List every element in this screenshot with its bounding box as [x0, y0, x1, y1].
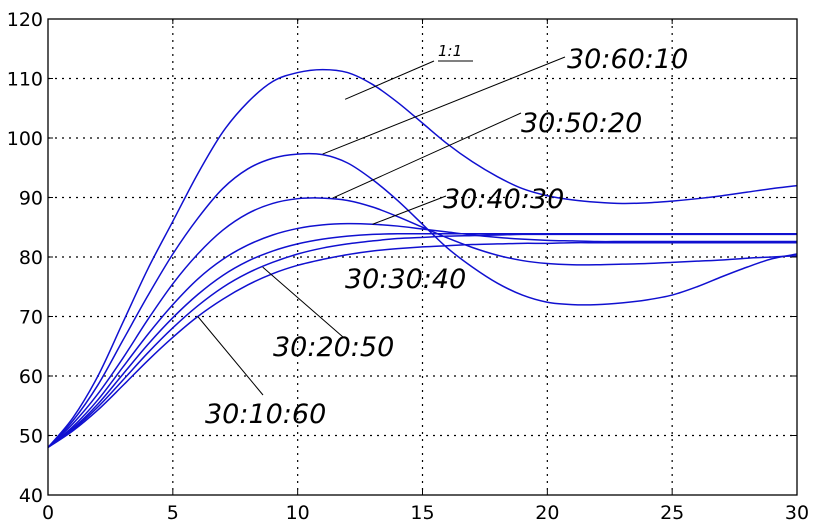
y-tick-label: 70 [19, 307, 43, 329]
x-tick-label: 0 [42, 502, 54, 524]
series-line-30-50-20 [47, 197, 798, 448]
y-tick-label: 50 [19, 426, 43, 448]
y-tick-label: 110 [7, 69, 43, 91]
y-tick-label: 60 [19, 366, 43, 388]
leader-line-30-40-30 [372, 195, 447, 225]
series-line-30-60-10 [47, 152, 798, 448]
leader-line-30-20-50 [262, 266, 344, 338]
series-line-30-40-30 [47, 222, 797, 448]
series-line-30-10-60 [47, 241, 798, 449]
leader-line-30-60-10 [322, 56, 566, 155]
annotation-labels: 1:1 30:60:10 30:50:20 30:40:30 30:30:40 30:20… [205, 42, 688, 430]
x-tick-label: 30 [785, 502, 809, 524]
x-tick-label: 5 [167, 502, 179, 524]
plot-frame [47, 18, 798, 496]
series-label-30-20-50: 30:20:50 [273, 332, 394, 363]
x-tick-label: 25 [660, 502, 684, 524]
y-tick-label: 80 [19, 247, 43, 269]
series-label-30-10-60: 30:10:60 [205, 399, 326, 430]
y-tick-label: 120 [7, 9, 43, 31]
annotation-leaders [197, 56, 566, 396]
series-label-1-1: 1:1 [438, 42, 462, 60]
y-tick-label: 40 [19, 485, 43, 507]
tick-labels: 0 5 10 15 20 25 30 40 50 60 70 80 90 100 110 120 [7, 9, 809, 524]
x-tick-label: 15 [410, 502, 434, 524]
leader-line-30-10-60 [197, 316, 264, 396]
series-line-30-20-50 [47, 233, 797, 449]
leader-line-30-50-20 [332, 112, 522, 199]
y-tick-label: 90 [19, 188, 43, 210]
series-line-1-1 [47, 68, 798, 448]
x-tick-label: 10 [286, 502, 310, 524]
x-tick-label: 20 [535, 502, 559, 524]
series-layer [47, 68, 798, 449]
y-tick-label: 100 [7, 128, 43, 150]
series-label-30-50-20: 30:50:20 [521, 108, 642, 139]
series-label-30-30-40: 30:30:40 [345, 264, 466, 295]
series-label-30-40-30: 30:40:30 [443, 184, 564, 215]
grid-layer [48, 19, 797, 495]
series-label-30-60-10: 30:60:10 [567, 44, 688, 75]
leader-line-1-1 [344, 60, 435, 100]
